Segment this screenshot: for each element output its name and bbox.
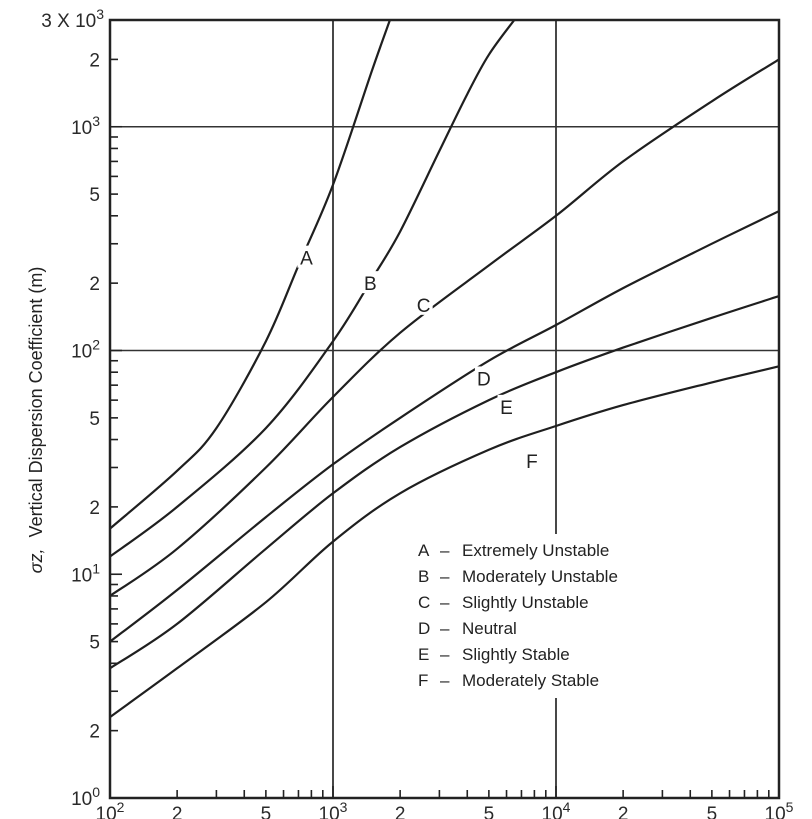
curve-a [109, 19, 391, 530]
y-tick-label: 103 [71, 113, 100, 139]
y-axis-symbol: σz, [26, 548, 46, 573]
legend-entry: Extremely Unstable [462, 541, 609, 560]
y-tick-label: 2 [89, 722, 100, 743]
curve-label-b: B [364, 274, 377, 295]
curve-label-c: C [417, 296, 431, 317]
curve-c [109, 58, 780, 597]
x-tick-label: 5 [261, 804, 272, 819]
x-tick-label: 105 [765, 799, 794, 819]
x-tick-label: 5 [484, 804, 495, 819]
legend-entry: Moderately Stable [462, 671, 599, 690]
legend-dash: – [440, 567, 450, 586]
y-tick-label: 101 [71, 560, 100, 586]
legend-entry: Slightly Unstable [462, 593, 589, 612]
y-tick-label: 5 [89, 185, 100, 206]
y-tick-label: 5 [89, 409, 100, 430]
curve-label-bg [297, 245, 316, 268]
x-tick-label: 102 [96, 799, 125, 819]
legend-key: C [418, 593, 430, 612]
curve-label-bg [497, 394, 516, 417]
x-tick-label: 5 [707, 804, 718, 819]
y-tick-label: 2 [89, 498, 100, 519]
curve-e [109, 295, 780, 670]
legend-key: F [418, 671, 428, 690]
x-tick-label: 2 [618, 804, 629, 819]
curve-label-d: D [477, 369, 491, 390]
legend-entry: Moderately Unstable [462, 567, 618, 586]
plot-frame [108, 18, 781, 800]
curve-label-f: F [526, 452, 538, 473]
y-tick-label: 3 X 103 [41, 6, 104, 32]
curve-label-bg [414, 292, 433, 315]
x-tick-label: 2 [395, 804, 406, 819]
legend-key: D [418, 619, 430, 638]
x-tick-label: 103 [319, 799, 348, 819]
y-axis-title: Vertical Dispersion Coefficient (m) [26, 267, 46, 538]
legend-dash: – [440, 645, 450, 664]
legend-bg [408, 534, 698, 698]
curve-label-bg [474, 366, 493, 389]
legend-key: B [418, 567, 429, 586]
y-tick-label: 102 [71, 337, 100, 363]
x-tick-label: 2 [172, 804, 183, 819]
curve-d [109, 210, 780, 643]
legend-dash: – [440, 541, 450, 560]
legend-dash: – [440, 619, 450, 638]
legend-key: A [418, 541, 430, 560]
x-tick-label: 104 [542, 799, 571, 819]
legend-dash: – [440, 593, 450, 612]
curve-label-bg [361, 271, 380, 294]
legend-dash: – [440, 671, 450, 690]
legend-entry: Neutral [462, 619, 517, 638]
legend-entry: Slightly Stable [462, 645, 570, 664]
y-tick-label: 2 [89, 274, 100, 295]
y-tick-label: 5 [89, 633, 100, 654]
curve-label-e: E [500, 398, 513, 419]
y-tick-label: 2 [89, 50, 100, 71]
y-tick-label: 100 [71, 784, 100, 810]
label-layer: 102 2 5 103 2 5 104 2 5 105 100 2 5 101 2 5 102 2 5 103 2 3 X… [41, 6, 793, 819]
legend-key: E [418, 645, 429, 664]
curve-label-bg [522, 449, 541, 472]
curve-f [109, 365, 780, 718]
curve-label-a: A [300, 249, 313, 270]
y-axis-label: σz, Vertical Dispersion Coefficient (m) [26, 267, 46, 574]
